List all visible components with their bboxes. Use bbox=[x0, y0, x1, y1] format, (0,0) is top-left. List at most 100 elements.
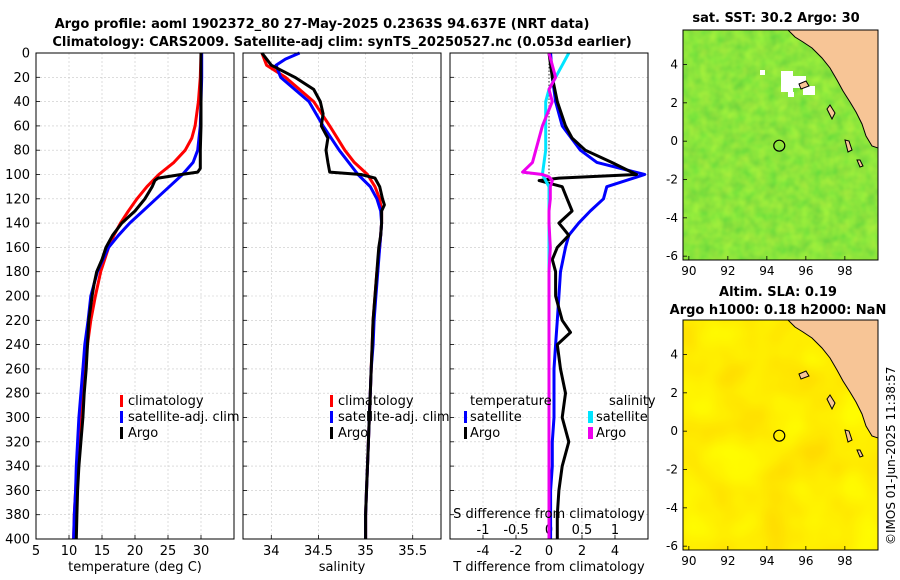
x-tick-label: 30 bbox=[193, 544, 210, 559]
sla-island-siberut bbox=[844, 429, 853, 443]
map-y-tick-label: -4 bbox=[666, 501, 678, 515]
legend-swatch-t-satellite bbox=[464, 411, 467, 423]
x-tick-label: -4 bbox=[477, 544, 490, 559]
depth-tick-label: 40 bbox=[13, 95, 30, 110]
difference-axes-box bbox=[449, 52, 649, 540]
depth-tick-label: 140 bbox=[5, 217, 30, 232]
x-tick-label: 34.5 bbox=[304, 544, 333, 559]
x-tick-label: 34 bbox=[263, 544, 280, 559]
map-x-tick-label: 98 bbox=[837, 264, 852, 278]
depth-tick-label: 400 bbox=[5, 533, 30, 548]
x-tick-label: 15 bbox=[94, 544, 111, 559]
sla-island-simeulue bbox=[798, 370, 810, 380]
sst-island-nias bbox=[826, 104, 836, 121]
map-x-tick-label: 96 bbox=[798, 554, 813, 568]
map-y-tick-label: 2 bbox=[670, 96, 678, 110]
depth-tick-label: 280 bbox=[5, 387, 30, 402]
sla-map-panel: Altim. SLA: 0.19 Argo h1000: 0.18 h2000:… bbox=[666, 285, 886, 568]
map-x-tick-label: 94 bbox=[759, 554, 774, 568]
copyright-stamp: ©IMOS 01-Jun-2025 11:38:57 bbox=[884, 367, 898, 545]
sla-map-ticks: 90 92 94 96 98 -6 -4 -2 0 2 4 bbox=[666, 348, 852, 569]
sst-island-sipora bbox=[856, 159, 864, 168]
map-y-tick-label: -4 bbox=[666, 211, 678, 225]
legend-label-s-argo: Argo bbox=[596, 426, 626, 441]
depth-tick-label: 300 bbox=[5, 411, 30, 426]
map-x-tick-label: 94 bbox=[759, 264, 774, 278]
depth-tick-label: 180 bbox=[5, 265, 30, 280]
legend-swatch-s-argo bbox=[588, 427, 593, 439]
map-y-tick-label: 4 bbox=[670, 58, 678, 72]
s-tick-label: -0.5 bbox=[503, 523, 528, 538]
legend-swatch-argo bbox=[120, 427, 123, 439]
map-y-tick-label: -6 bbox=[666, 539, 678, 553]
x-tick-label: 0 bbox=[545, 544, 553, 559]
map-y-tick-label: 2 bbox=[670, 386, 678, 400]
sst-missing-data-patches bbox=[760, 40, 857, 97]
legend-label-satellite: satellite-adj. clim bbox=[128, 410, 240, 425]
s-tick-label: -1 bbox=[477, 523, 490, 538]
legend-label-t-satellite: satellite bbox=[470, 410, 522, 425]
legend-swatch-t-argo bbox=[464, 427, 467, 439]
legend-swatch-satellite bbox=[120, 411, 123, 423]
x-tick-label: 5 bbox=[32, 544, 40, 559]
legend-label-argo: Argo bbox=[128, 426, 158, 441]
difference-legend: temperature salinity satellite Argo sate… bbox=[464, 394, 656, 441]
legend-label-argo: Argo bbox=[338, 426, 368, 441]
temperature-grid bbox=[35, 52, 234, 540]
s-difference-label: S difference from climatology bbox=[453, 507, 645, 522]
legend-title-salinity: salinity bbox=[609, 394, 656, 409]
sst-map-box bbox=[682, 29, 879, 261]
series-line-t-satellite bbox=[549, 52, 647, 539]
depth-tick-label: 360 bbox=[5, 484, 30, 499]
temperature-legend: climatology satellite-adj. clim Argo bbox=[120, 394, 240, 441]
s-tick-label: 1 bbox=[611, 523, 619, 538]
difference-panel: -4 -2 0 2 4 -1 -0.5 0 0.5 1 S difference from cl… bbox=[449, 52, 656, 575]
map-x-tick-label: 92 bbox=[720, 554, 735, 568]
temperature-axes-box bbox=[35, 52, 235, 540]
legend-swatch-climatology bbox=[120, 395, 123, 407]
map-x-tick-label: 90 bbox=[681, 554, 696, 568]
depth-tick-label: 80 bbox=[13, 144, 30, 159]
title-line-1: Argo profile: aoml 1902372_80 27-May-202… bbox=[55, 17, 590, 32]
t-difference-tick-labels: -4 -2 0 2 4 bbox=[477, 544, 620, 559]
depth-tick-label: 340 bbox=[5, 460, 30, 475]
x-tick-label: 20 bbox=[127, 544, 144, 559]
sst-island-simeulue bbox=[798, 80, 810, 90]
depth-tick-label: 320 bbox=[5, 435, 30, 450]
x-tick-label: 4 bbox=[611, 544, 619, 559]
depth-tick-label: 60 bbox=[13, 119, 30, 134]
legend-label-climatology: climatology bbox=[128, 394, 204, 409]
depth-tick-label: 100 bbox=[5, 168, 30, 183]
map-y-tick-label: -2 bbox=[666, 173, 678, 187]
sst-map-panel: sat. SST: 30.2 Argo: 30 90 92 94 96 98 -6 -4 -2… bbox=[666, 11, 879, 279]
sla-land-sumatra bbox=[787, 320, 878, 439]
map-y-tick-label: -6 bbox=[666, 249, 678, 263]
series-line-t-argo bbox=[537, 52, 638, 539]
map-x-tick-label: 92 bbox=[720, 264, 735, 278]
salinity-tick-labels: 34 34.5 35 35.5 bbox=[263, 544, 427, 559]
temperature-xlabel: temperature (deg C) bbox=[68, 560, 202, 575]
legend-label-satellite: satellite-adj. clim bbox=[338, 410, 450, 425]
depth-tick-label: 200 bbox=[5, 290, 30, 305]
depth-tick-label: 240 bbox=[5, 338, 30, 353]
sst-map-ticks: 90 92 94 96 98 -6 -4 -2 0 2 4 bbox=[666, 58, 852, 279]
s-tick-label: 0.5 bbox=[572, 523, 593, 538]
legend-swatch-argo bbox=[330, 427, 333, 439]
sst-land-sumatra bbox=[787, 30, 878, 149]
depth-tick-label: 0 bbox=[22, 47, 30, 62]
sla-island-nias bbox=[826, 394, 836, 411]
salinity-grid bbox=[243, 52, 441, 540]
sla-map-subtitle: Argo h1000: 0.18 h2000: NaN bbox=[670, 303, 887, 318]
x-tick-label: 2 bbox=[578, 544, 586, 559]
sst-map-title: sat. SST: 30.2 Argo: 30 bbox=[692, 11, 859, 26]
salinity-legend: climatology satellite-adj. clim Argo bbox=[330, 394, 450, 441]
t-difference-xlabel: T difference from climatology bbox=[452, 560, 645, 575]
x-tick-label: 10 bbox=[61, 544, 78, 559]
series-line-argo bbox=[74, 53, 203, 540]
salinity-axes-box bbox=[242, 52, 442, 540]
depth-tick-label: 160 bbox=[5, 241, 30, 256]
depth-tick-labels: 0 20 40 60 80 100 120 140 160 180 200 220 240 260 280 3… bbox=[5, 47, 30, 548]
salinity-lines bbox=[260, 51, 386, 539]
sla-float-marker bbox=[773, 429, 786, 442]
